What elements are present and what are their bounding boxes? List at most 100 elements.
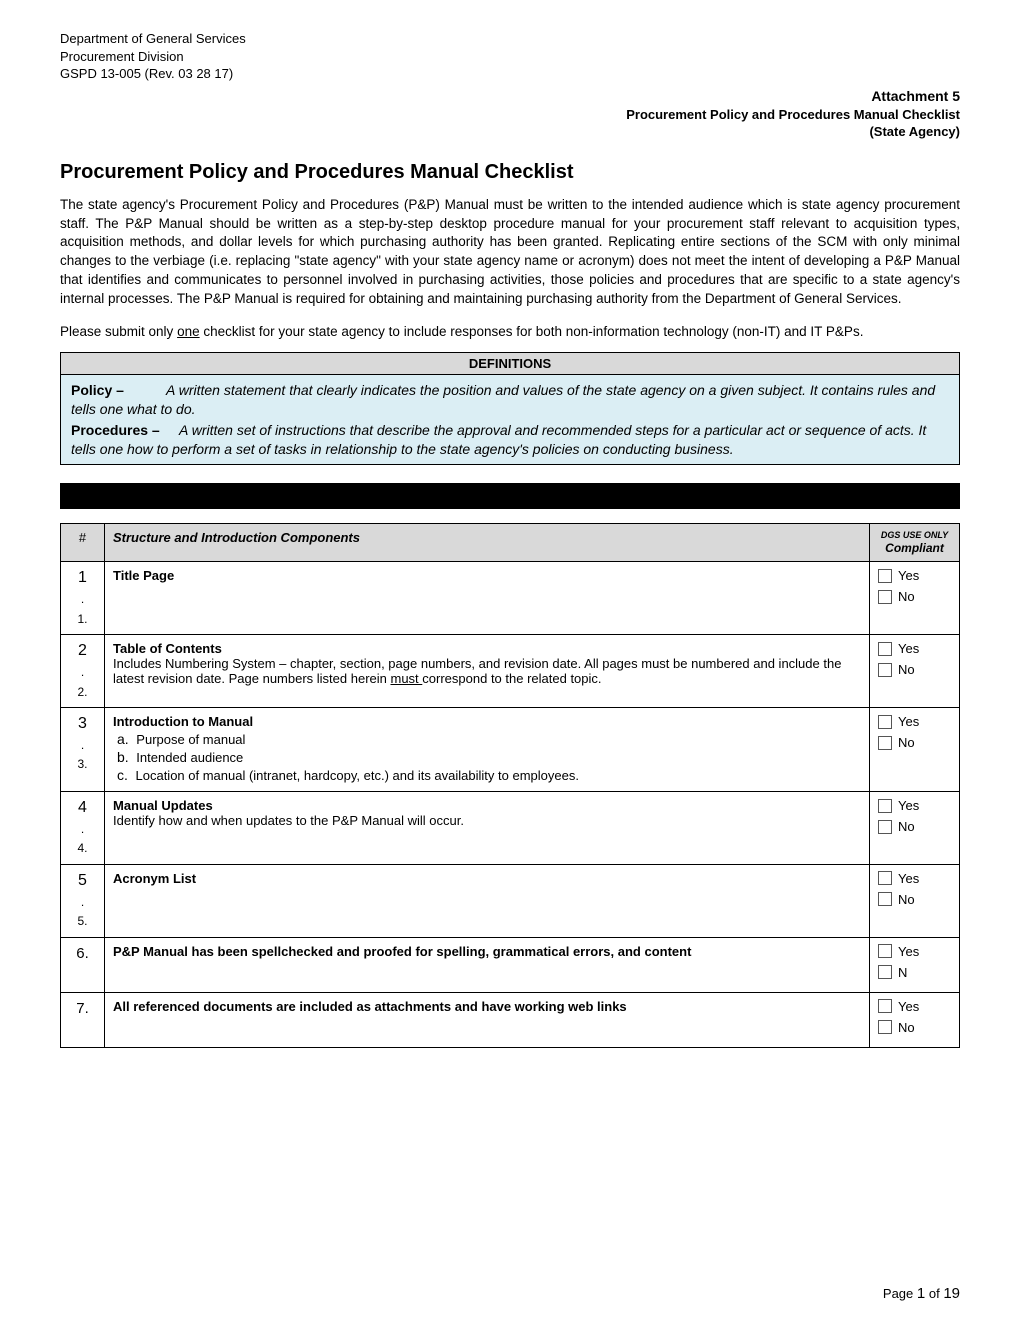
compliant-cell: Yes No xyxy=(870,708,960,792)
checkbox-no[interactable] xyxy=(878,965,892,979)
row-content: Manual UpdatesIdentify how and when upda… xyxy=(105,792,870,865)
attachment-number: Attachment 5 xyxy=(60,87,960,106)
intro-paragraph-2: Please submit only one checklist for you… xyxy=(60,323,960,342)
policy-text: A written statement that clearly indicat… xyxy=(71,382,935,417)
no-label: No xyxy=(898,1020,915,1035)
table-row: 5.5. Acronym List Yes No xyxy=(61,864,960,937)
row-content: P&P Manual has been spellchecked and pro… xyxy=(105,937,870,992)
checkbox-no[interactable] xyxy=(878,820,892,834)
sublist-item: c. Location of manual (intranet, hardcop… xyxy=(117,767,861,783)
row-title: Acronym List xyxy=(113,871,861,886)
col-header-number: # xyxy=(61,524,105,562)
dgs-use-only: DGS USE ONLY xyxy=(881,530,948,540)
row-number: 1.1. xyxy=(61,562,105,635)
intro2-underline: one xyxy=(177,324,200,339)
row-content: Table of ContentsIncludes Numbering Syst… xyxy=(105,635,870,708)
no-option: No xyxy=(878,735,951,750)
table-row: 6.P&P Manual has been spellchecked and p… xyxy=(61,937,960,992)
compliant-cell: Yes No xyxy=(870,864,960,937)
sublist-item: b. Intended audience xyxy=(117,749,861,765)
footer-total: 19 xyxy=(943,1285,960,1302)
checkbox-yes[interactable] xyxy=(878,642,892,656)
table-row: 1.1. Title Page Yes No xyxy=(61,562,960,635)
definitions-box: DEFINITIONS Policy –A written statement … xyxy=(60,352,960,466)
checkbox-yes[interactable] xyxy=(878,944,892,958)
policy-term: Policy – xyxy=(71,381,166,400)
row-body: Includes Numbering System – chapter, sec… xyxy=(113,656,861,686)
intro-paragraph-1: The state agency's Procurement Policy an… xyxy=(60,196,960,309)
yes-option: Yes xyxy=(878,944,951,959)
header-line-dept: Department of General Services xyxy=(60,30,960,48)
definitions-body: Policy –A written statement that clearly… xyxy=(61,375,959,465)
yes-option: Yes xyxy=(878,641,951,656)
attachment-subtitle-2: (State Agency) xyxy=(60,123,960,141)
footer-prefix: Page xyxy=(883,1286,917,1301)
checkbox-no[interactable] xyxy=(878,590,892,604)
row-sublist: a. Purpose of manual b. Intended audience… xyxy=(117,731,861,783)
no-option: N xyxy=(878,965,951,980)
attachment-subtitle-1: Procurement Policy and Procedures Manual… xyxy=(60,106,960,124)
compliant-cell: Yes N xyxy=(870,937,960,992)
footer-of: of xyxy=(925,1286,943,1301)
attachment-block: Attachment 5 Procurement Policy and Proc… xyxy=(60,87,960,141)
compliant-label: Compliant xyxy=(885,541,944,555)
sublist-item: a. Purpose of manual xyxy=(117,731,861,747)
no-label: No xyxy=(898,589,915,604)
section-divider-bar xyxy=(60,483,960,509)
yes-option: Yes xyxy=(878,999,951,1014)
checkbox-no[interactable] xyxy=(878,736,892,750)
no-option: No xyxy=(878,589,951,604)
definition-policy: Policy –A written statement that clearly… xyxy=(71,381,949,419)
checkbox-no[interactable] xyxy=(878,892,892,906)
no-label: N xyxy=(898,965,907,980)
row-content: Title Page xyxy=(105,562,870,635)
checkbox-yes[interactable] xyxy=(878,999,892,1013)
yes-option: Yes xyxy=(878,568,951,583)
checkbox-no[interactable] xyxy=(878,1020,892,1034)
yes-label: Yes xyxy=(898,944,919,959)
yes-option: Yes xyxy=(878,871,951,886)
col-header-components: Structure and Introduction Components xyxy=(105,524,870,562)
checklist-table: # Structure and Introduction Components … xyxy=(60,523,960,1047)
yes-option: Yes xyxy=(878,714,951,729)
page: Department of General Services Procureme… xyxy=(0,0,1020,1320)
intro2-post: checklist for your state agency to inclu… xyxy=(200,324,864,339)
table-row: 2.2.Table of ContentsIncludes Numbering … xyxy=(61,635,960,708)
checkbox-yes[interactable] xyxy=(878,569,892,583)
yes-label: Yes xyxy=(898,568,919,583)
checkbox-yes[interactable] xyxy=(878,715,892,729)
row-title: All referenced documents are included as… xyxy=(113,999,861,1014)
row-title: P&P Manual has been spellchecked and pro… xyxy=(113,944,861,959)
row-number: 5.5. xyxy=(61,864,105,937)
compliant-cell: Yes No xyxy=(870,792,960,865)
no-option: No xyxy=(878,1020,951,1035)
compliant-cell: Yes No xyxy=(870,635,960,708)
compliant-cell: Yes No xyxy=(870,992,960,1047)
footer-current: 1 xyxy=(917,1285,925,1302)
checkbox-no[interactable] xyxy=(878,663,892,677)
no-option: No xyxy=(878,892,951,907)
no-label: No xyxy=(898,662,915,677)
compliant-cell: Yes No xyxy=(870,562,960,635)
page-footer: Page 1 of 19 xyxy=(883,1285,960,1302)
no-label: No xyxy=(898,735,915,750)
row-title: Title Page xyxy=(113,568,861,583)
checkbox-yes[interactable] xyxy=(878,871,892,885)
row-number: 3.3. xyxy=(61,708,105,792)
col-header-compliant: DGS USE ONLY Compliant xyxy=(870,524,960,562)
row-title: Manual Updates xyxy=(113,798,861,813)
yes-label: Yes xyxy=(898,999,919,1014)
page-title: Procurement Policy and Procedures Manual… xyxy=(60,161,960,184)
yes-label: Yes xyxy=(898,714,919,729)
checkbox-yes[interactable] xyxy=(878,799,892,813)
table-row: 4.4.Manual UpdatesIdentify how and when … xyxy=(61,792,960,865)
row-content: Acronym List xyxy=(105,864,870,937)
table-header-row: # Structure and Introduction Components … xyxy=(61,524,960,562)
procedures-term: Procedures – xyxy=(71,421,179,440)
definitions-header: DEFINITIONS xyxy=(61,353,959,375)
no-option: No xyxy=(878,819,951,834)
yes-option: Yes xyxy=(878,798,951,813)
yes-label: Yes xyxy=(898,641,919,656)
row-body: Identify how and when updates to the P&P… xyxy=(113,813,861,828)
yes-label: Yes xyxy=(898,798,919,813)
